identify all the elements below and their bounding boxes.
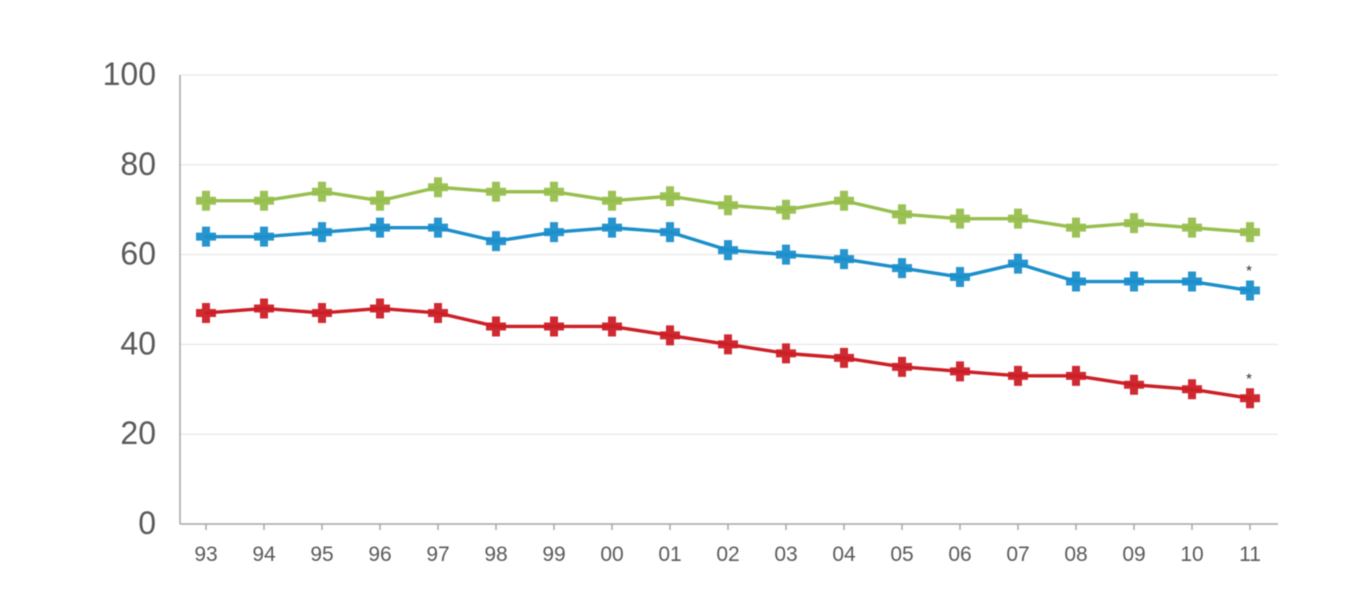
svg-text:11: 11 [1239, 543, 1261, 566]
svg-text:*: * [1246, 370, 1252, 387]
svg-text:100: 100 [103, 56, 156, 92]
svg-text:10: 10 [1180, 543, 1203, 566]
svg-text:98: 98 [484, 543, 507, 566]
svg-text:60: 60 [120, 236, 156, 272]
svg-text:*: * [1246, 263, 1252, 280]
svg-text:06: 06 [948, 543, 971, 566]
svg-text:40: 40 [120, 325, 156, 361]
svg-text:80: 80 [120, 146, 156, 182]
svg-text:20: 20 [120, 415, 156, 451]
svg-text:97: 97 [426, 543, 449, 566]
svg-text:05: 05 [890, 543, 913, 566]
svg-text:93: 93 [194, 543, 217, 566]
svg-text:94: 94 [252, 543, 276, 566]
svg-text:95: 95 [310, 543, 333, 566]
svg-text:07: 07 [1006, 543, 1029, 566]
svg-text:09: 09 [1122, 543, 1145, 566]
svg-text:0: 0 [138, 505, 156, 541]
svg-text:01: 01 [658, 543, 681, 566]
svg-text:02: 02 [716, 543, 739, 566]
svg-text:96: 96 [368, 543, 391, 566]
svg-text:00: 00 [600, 543, 623, 566]
svg-text:03: 03 [774, 543, 797, 566]
svg-text:99: 99 [542, 543, 565, 566]
svg-text:04: 04 [832, 543, 856, 566]
svg-text:08: 08 [1064, 543, 1087, 566]
